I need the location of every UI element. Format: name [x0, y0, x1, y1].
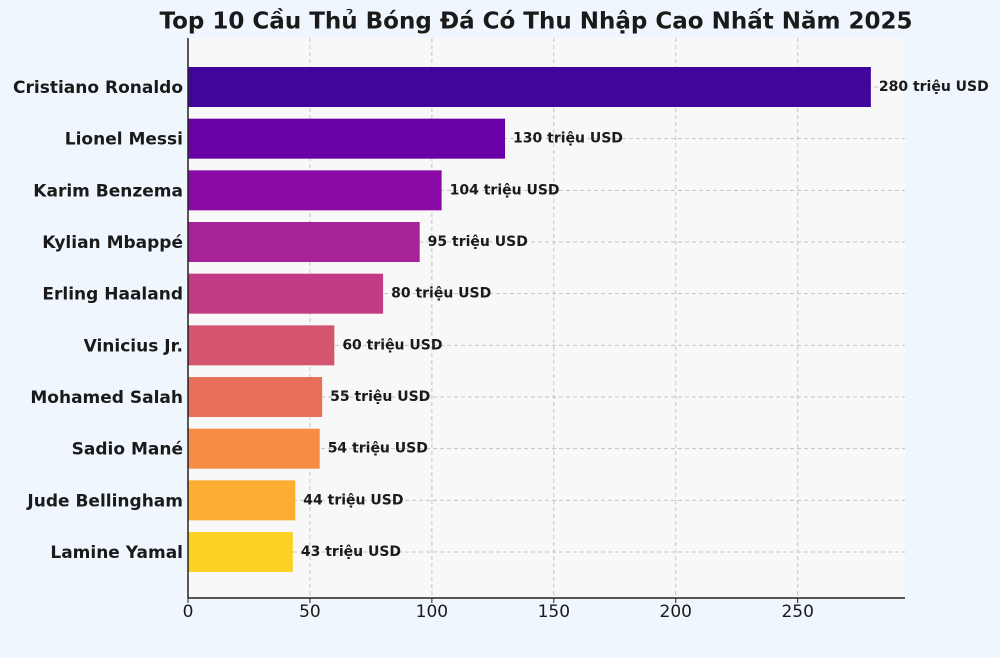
bar	[188, 377, 323, 417]
value-label: 54 triệu USD	[328, 441, 428, 457]
value-label: 104 triệu USD	[450, 182, 560, 198]
x-tick-label: 200	[660, 602, 692, 622]
y-tick-label: Vinicius Jr.	[84, 336, 183, 356]
x-tick-label: 0	[183, 602, 194, 622]
chart-title: Top 10 Cầu Thủ Bóng Đá Có Thu Nhập Cao N…	[160, 8, 913, 35]
y-tick-label: Karim Benzema	[33, 181, 183, 201]
y-tick-label: Lamine Yamal	[50, 543, 183, 563]
value-label: 55 triệu USD	[330, 389, 430, 405]
bar	[188, 325, 335, 366]
value-label: 95 triệu USD	[428, 234, 528, 250]
bar	[188, 532, 293, 572]
x-tick-label: 250	[781, 602, 813, 622]
x-tick-label: 150	[538, 602, 570, 622]
value-label: 44 triệu USD	[303, 492, 403, 508]
bar	[188, 67, 871, 107]
bar	[188, 480, 296, 521]
x-tick-label: 100	[416, 602, 448, 622]
y-tick-label: Mohamed Salah	[30, 388, 183, 408]
value-label: 130 triệu USD	[513, 131, 623, 147]
y-tick-label: Lionel Messi	[65, 130, 183, 150]
bar	[188, 222, 420, 262]
value-label: 43 triệu USD	[301, 544, 401, 560]
y-tick-label: Sadio Mané	[72, 440, 183, 460]
x-tick-label: 50	[299, 602, 321, 622]
bar	[188, 118, 506, 159]
value-label: 80 triệu USD	[391, 286, 491, 302]
bar	[188, 170, 442, 211]
y-tick-label: Erling Haaland	[42, 285, 183, 305]
y-tick-label: Cristiano Ronaldo	[13, 78, 183, 98]
bar	[188, 273, 384, 314]
value-label: 280 triệu USD	[879, 79, 989, 95]
bar	[188, 428, 320, 469]
value-label: 60 triệu USD	[342, 337, 442, 353]
y-tick-label: Jude Bellingham	[26, 491, 183, 511]
y-tick-label: Kylian Mbappé	[42, 233, 183, 253]
